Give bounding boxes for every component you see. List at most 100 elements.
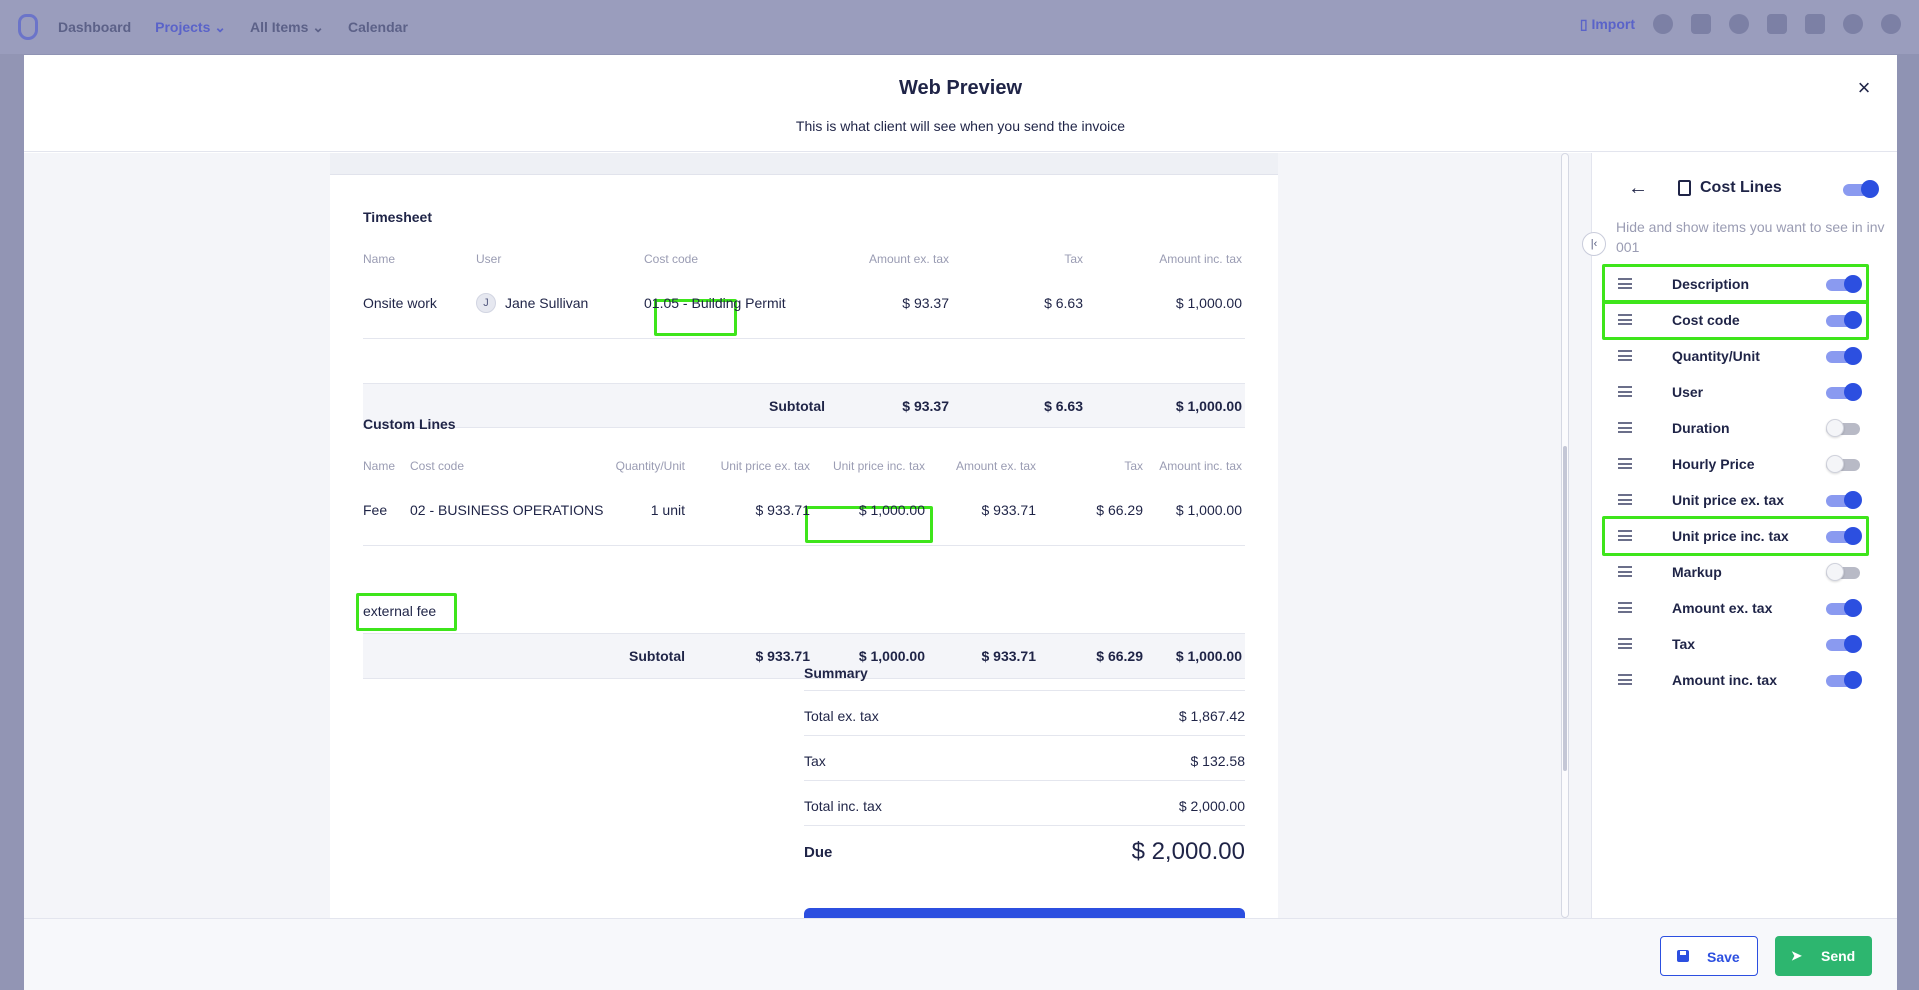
cost-line-toggle[interactable] [1826, 311, 1862, 329]
cost-line-toggle[interactable] [1826, 599, 1862, 617]
nav-calendar[interactable]: Calendar [347, 19, 408, 35]
cost-line-label: User [1672, 384, 1704, 400]
invoice-preview: Timesheet Name User Cost code Amount ex.… [330, 153, 1278, 918]
cost-line-toggle[interactable] [1826, 671, 1862, 689]
summary-row-value: $ 132.58 [1190, 753, 1246, 769]
cost-line-item: User [1606, 374, 1884, 410]
nav-all-items[interactable]: All Items ⌄ [250, 19, 324, 35]
timesheet-row-amount-ex: $ 93.37 [902, 295, 949, 311]
timesheet-title: Timesheet [363, 209, 432, 225]
drag-handle-icon[interactable] [1618, 674, 1632, 685]
custom-row-tax: $ 66.29 [1096, 502, 1143, 518]
cost-line-item: Amount inc. tax [1606, 662, 1884, 698]
preview-scrollbar[interactable] [1561, 153, 1569, 918]
user-avatar[interactable] [1881, 14, 1901, 34]
timesheet-row-tax: $ 6.63 [1044, 295, 1083, 311]
custom-header-amount-ex: Amount ex. tax [955, 459, 1036, 473]
divider [804, 735, 1245, 736]
help-icon[interactable] [1653, 14, 1673, 34]
scrollbar-thumb[interactable] [1563, 446, 1567, 771]
web-preview-modal: Web Preview This is what client will see… [24, 55, 1897, 990]
close-icon[interactable]: × [1857, 75, 1871, 100]
drag-handle-icon[interactable] [1618, 314, 1632, 325]
summary-row-value: $ 1,867.42 [1178, 708, 1245, 724]
custom-row-unit-inc: $ 1,000.00 [858, 502, 925, 518]
timesheet-row-amount-inc: $ 1,000.00 [1175, 295, 1242, 311]
timesheet-subtotal-amount-ex: $ 93.37 [902, 398, 949, 414]
modal-subtitle: This is what client will see when you se… [795, 118, 1126, 134]
back-arrow-icon[interactable]: ← [1628, 177, 1648, 199]
cost-lines-master-toggle[interactable] [1843, 180, 1879, 198]
timesheet-subtotal-amount-inc: $ 1,000.00 [1175, 398, 1242, 414]
pay-button[interactable] [804, 908, 1245, 918]
send-button[interactable]: ➤ Send [1775, 936, 1872, 976]
custom-subtotal-amount-inc: $ 1,000.00 [1175, 648, 1242, 664]
drag-handle-icon[interactable] [1618, 638, 1632, 649]
bell-icon[interactable] [1843, 14, 1863, 34]
cost-line-toggle[interactable] [1826, 419, 1862, 437]
summary-row-label: Total inc. tax [804, 798, 882, 814]
app-sidebar [0, 54, 24, 990]
settings-icon[interactable] [1729, 14, 1749, 34]
drag-handle-icon[interactable] [1618, 494, 1632, 505]
timesheet-header-name: Name [363, 252, 396, 266]
modal-header: Web Preview This is what client will see… [24, 55, 1897, 152]
users-icon[interactable] [1767, 14, 1787, 34]
drag-handle-icon[interactable] [1618, 530, 1632, 541]
timesheet-row-user: Jane Sullivan [505, 295, 589, 311]
divider [363, 338, 1245, 339]
cost-line-item: Description [1602, 264, 1884, 304]
app-logo-icon[interactable] [18, 14, 38, 40]
drag-handle-icon[interactable] [1618, 386, 1632, 397]
avatar: J [476, 293, 496, 313]
drag-handle-icon[interactable] [1618, 566, 1632, 577]
import-button[interactable]: ▯ Import [1579, 15, 1635, 32]
apps-grid-icon[interactable] [1691, 14, 1711, 34]
custom-row-amount-ex: $ 933.71 [981, 502, 1037, 518]
cost-line-item: Hourly Price [1606, 446, 1884, 482]
cost-line-toggle[interactable] [1826, 455, 1862, 473]
collapse-panel-icon[interactable]: |‹ [1582, 232, 1606, 256]
cost-line-toggle[interactable] [1826, 635, 1862, 653]
custom-lines-title: Custom Lines [363, 416, 456, 432]
nav-projects[interactable]: Projects ⌄ [155, 19, 226, 35]
save-button-label: Save [1707, 949, 1740, 965]
summary-row-label: Total ex. tax [804, 708, 879, 724]
cost-lines-panel: ← Cost Lines Hide and show items you wan… [1591, 153, 1897, 918]
cost-line-label: Duration [1672, 420, 1730, 436]
timesheet-header-cost-code: Cost code [644, 252, 699, 266]
cost-line-label: Amount ex. tax [1672, 600, 1773, 616]
cost-line-toggle[interactable] [1826, 275, 1862, 293]
cost-line-toggle[interactable] [1826, 563, 1862, 581]
timesheet-row-cost-code: 01.05 - Building Permit [644, 295, 786, 311]
panel-description: Hide and show items you want to see in i… [1616, 219, 1885, 255]
drag-handle-icon[interactable] [1618, 602, 1632, 613]
timesheet-header-amount-ex: Amount ex. tax [868, 252, 949, 266]
cost-line-toggle[interactable] [1826, 491, 1862, 509]
cost-line-toggle[interactable] [1826, 383, 1862, 401]
custom-subtotal-amount-ex: $ 933.71 [981, 648, 1037, 664]
cost-line-label: Hourly Price [1672, 456, 1755, 472]
custom-header-unit-inc: Unit price inc. tax [832, 459, 925, 473]
cost-line-toggle[interactable] [1826, 527, 1862, 545]
custom-header-unit-ex: Unit price ex. tax [720, 459, 810, 473]
custom-row-cost-code: 02 - BUSINESS OPERATIONS [410, 502, 604, 518]
drag-handle-icon[interactable] [1618, 278, 1632, 289]
divider [804, 690, 1245, 691]
summary-title: Summary [804, 665, 868, 681]
drag-handle-icon[interactable] [1618, 422, 1632, 433]
cost-line-toggle[interactable] [1826, 347, 1862, 365]
cost-line-label: Description [1672, 276, 1750, 292]
nav-dashboard[interactable]: Dashboard [58, 19, 132, 35]
chat-icon[interactable] [1805, 14, 1825, 34]
custom-row-description: external fee [363, 603, 437, 619]
custom-row-amount-inc: $ 1,000.00 [1175, 502, 1242, 518]
drag-handle-icon[interactable] [1618, 350, 1632, 361]
timesheet-header-amount-inc: Amount inc. tax [1159, 252, 1242, 266]
due-label: Due [804, 844, 833, 861]
save-button[interactable]: Save [1660, 936, 1758, 976]
custom-header-name: Name [363, 459, 396, 473]
divider [804, 780, 1245, 781]
invoice-document-icon [1678, 180, 1691, 196]
drag-handle-icon[interactable] [1618, 458, 1632, 469]
